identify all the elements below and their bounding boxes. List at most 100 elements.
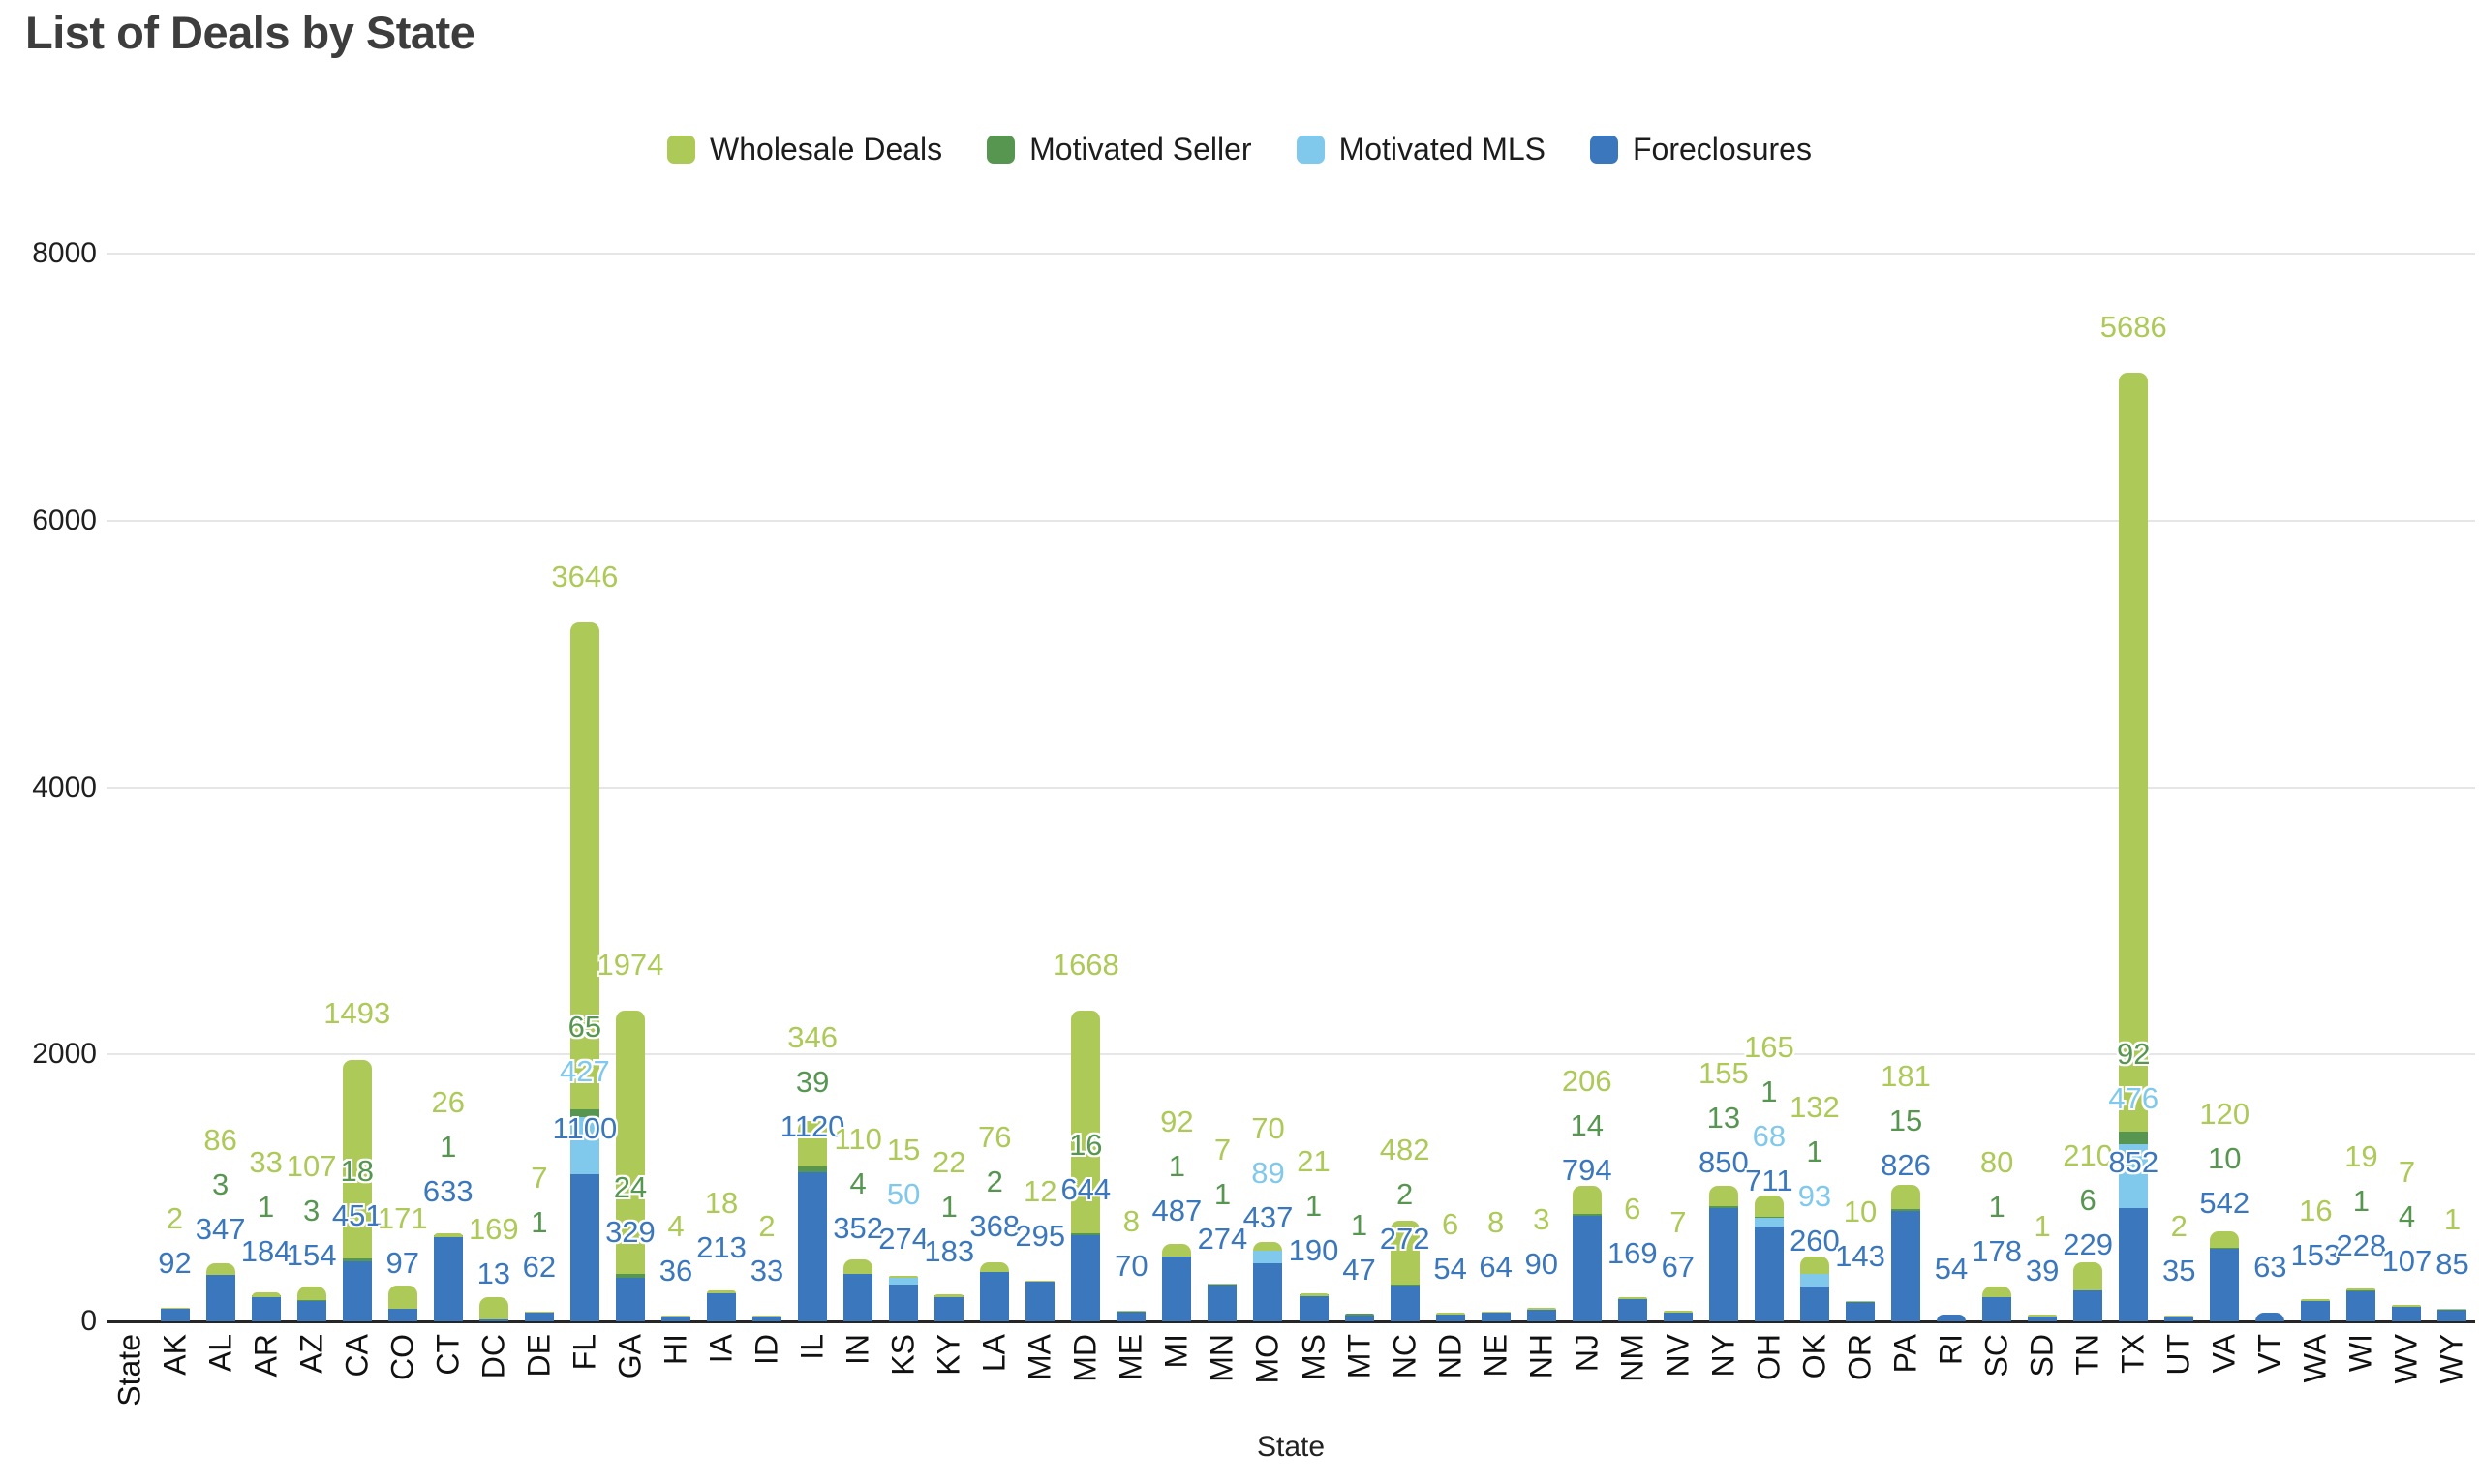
bar-segment-il-foreclosures[interactable]: [798, 1171, 828, 1321]
bar-segment-nv-wholesale-deals[interactable]: [1663, 1311, 1693, 1313]
bar-segment-wa-wholesale-deals[interactable]: [2301, 1298, 2331, 1301]
bar-segment-ny-motivated-seller[interactable]: [1708, 1206, 1738, 1208]
bar-segment-ne-wholesale-deals[interactable]: [1481, 1311, 1511, 1314]
bar-segment-az-foreclosures[interactable]: [296, 1300, 326, 1321]
bar-segment-nd-foreclosures[interactable]: [1435, 1314, 1465, 1321]
bar-segment-ca-wholesale-deals[interactable]: [342, 1059, 372, 1259]
bar-segment-ar-wholesale-deals[interactable]: [251, 1291, 281, 1297]
bar-segment-il-motivated-seller[interactable]: [798, 1166, 828, 1172]
bar-segment-ia-foreclosures[interactable]: [707, 1292, 737, 1321]
bar-segment-ga-motivated-seller[interactable]: [615, 1274, 645, 1278]
bar-segment-mo-foreclosures[interactable]: [1253, 1262, 1283, 1321]
bar-segment-in-foreclosures[interactable]: [843, 1274, 873, 1321]
bar-segment-wa-foreclosures[interactable]: [2301, 1300, 2331, 1321]
bar-segment-wy-foreclosures[interactable]: [2437, 1310, 2467, 1321]
bar-segment-sc-foreclosures[interactable]: [1982, 1297, 2012, 1321]
bar-segment-ny-wholesale-deals[interactable]: [1708, 1185, 1738, 1207]
bar-segment-pa-foreclosures[interactable]: [1891, 1211, 1921, 1321]
bar-segment-mt-foreclosures[interactable]: [1344, 1315, 1374, 1321]
bar-segment-mo-motivated-mls[interactable]: [1253, 1251, 1283, 1263]
bar-segment-ia-wholesale-deals[interactable]: [707, 1290, 737, 1293]
bar-segment-va-motivated-seller[interactable]: [2210, 1247, 2240, 1250]
bar-segment-oh-motivated-mls[interactable]: [1754, 1217, 1784, 1227]
legend-item-motivated-mls[interactable]: Motivated MLS: [1296, 132, 1546, 167]
bar-segment-ct-wholesale-deals[interactable]: [433, 1233, 463, 1237]
bar-segment-tn-wholesale-deals[interactable]: [2073, 1261, 2103, 1290]
bar-segment-nc-foreclosures[interactable]: [1390, 1285, 1420, 1321]
bar-segment-me-foreclosures[interactable]: [1117, 1312, 1147, 1321]
bar-segment-sd-wholesale-deals[interactable]: [2028, 1315, 2058, 1317]
bar-segment-mt-motivated-seller[interactable]: [1344, 1314, 1374, 1316]
bar-segment-tn-foreclosures[interactable]: [2073, 1290, 2103, 1321]
bar-segment-wi-foreclosures[interactable]: [2346, 1290, 2376, 1321]
bar-segment-al-foreclosures[interactable]: [205, 1275, 235, 1321]
bar-segment-nj-foreclosures[interactable]: [1572, 1215, 1602, 1321]
bar-segment-ks-wholesale-deals[interactable]: [889, 1276, 919, 1279]
bar-segment-pa-wholesale-deals[interactable]: [1891, 1185, 1921, 1210]
bar-segment-ks-motivated-mls[interactable]: [889, 1278, 919, 1286]
bar-segment-tn-motivated-seller[interactable]: [2073, 1288, 2103, 1291]
bar-segment-va-wholesale-deals[interactable]: [2210, 1231, 2240, 1248]
bar-segment-ok-wholesale-deals[interactable]: [1799, 1257, 1829, 1275]
bar-segment-ar-foreclosures[interactable]: [251, 1296, 281, 1321]
bar-segment-sd-foreclosures[interactable]: [2028, 1316, 2058, 1321]
bar-segment-oh-foreclosures[interactable]: [1754, 1226, 1784, 1321]
bar-segment-al-wholesale-deals[interactable]: [205, 1262, 235, 1275]
bar-segment-ct-foreclosures[interactable]: [433, 1236, 463, 1321]
bar-segment-hi-wholesale-deals[interactable]: [660, 1315, 690, 1317]
bar-segment-nj-motivated-seller[interactable]: [1572, 1213, 1602, 1216]
bar-segment-ga-foreclosures[interactable]: [615, 1277, 645, 1321]
bar-segment-ok-motivated-mls[interactable]: [1799, 1274, 1829, 1287]
bar-segment-id-foreclosures[interactable]: [752, 1317, 782, 1321]
bar-segment-ny-foreclosures[interactable]: [1708, 1207, 1738, 1321]
bar-segment-me-wholesale-deals[interactable]: [1117, 1310, 1147, 1313]
bar-segment-mn-wholesale-deals[interactable]: [1208, 1283, 1238, 1286]
legend-item-motivated-seller[interactable]: Motivated Seller: [987, 132, 1252, 167]
bar-segment-mn-foreclosures[interactable]: [1208, 1285, 1238, 1321]
bar-segment-oh-wholesale-deals[interactable]: [1754, 1195, 1784, 1218]
bar-segment-fl-motivated-mls[interactable]: [569, 1117, 599, 1175]
bar-segment-or-foreclosures[interactable]: [1845, 1302, 1875, 1321]
bar-segment-ma-foreclosures[interactable]: [1025, 1282, 1056, 1321]
bar-segment-nj-wholesale-deals[interactable]: [1572, 1186, 1602, 1214]
bar-segment-hi-foreclosures[interactable]: [660, 1317, 690, 1321]
bar-segment-de-wholesale-deals[interactable]: [524, 1311, 554, 1314]
bar-segment-wv-foreclosures[interactable]: [2392, 1307, 2422, 1321]
bar-segment-de-foreclosures[interactable]: [524, 1313, 554, 1321]
bar-segment-wv-wholesale-deals[interactable]: [2392, 1305, 2422, 1307]
bar-segment-ak-wholesale-deals[interactable]: [160, 1307, 190, 1310]
bar-segment-ks-foreclosures[interactable]: [889, 1285, 919, 1321]
bar-segment-pa-motivated-seller[interactable]: [1891, 1209, 1921, 1212]
bar-segment-vt-foreclosures[interactable]: [2255, 1313, 2285, 1321]
bar-segment-az-motivated-seller[interactable]: [296, 1299, 326, 1301]
bar-segment-md-foreclosures[interactable]: [1071, 1235, 1101, 1321]
bar-segment-la-foreclosures[interactable]: [980, 1272, 1010, 1321]
bar-segment-ky-foreclosures[interactable]: [934, 1296, 964, 1321]
bar-segment-ms-foreclosures[interactable]: [1299, 1295, 1329, 1321]
bar-segment-nv-foreclosures[interactable]: [1663, 1312, 1693, 1321]
bar-segment-mo-wholesale-deals[interactable]: [1253, 1241, 1283, 1252]
bar-segment-ga-wholesale-deals[interactable]: [615, 1011, 645, 1275]
bar-segment-mi-wholesale-deals[interactable]: [1162, 1244, 1192, 1257]
bar-segment-nd-wholesale-deals[interactable]: [1435, 1313, 1465, 1315]
bar-segment-ms-wholesale-deals[interactable]: [1299, 1292, 1329, 1296]
bar-segment-md-motivated-seller[interactable]: [1071, 1233, 1101, 1236]
bar-segment-id-wholesale-deals[interactable]: [752, 1315, 782, 1317]
bar-segment-tx-motivated-seller[interactable]: [2119, 1132, 2149, 1144]
bar-segment-ma-wholesale-deals[interactable]: [1025, 1280, 1056, 1283]
bar-segment-tx-foreclosures[interactable]: [2119, 1207, 2149, 1321]
bar-segment-az-wholesale-deals[interactable]: [296, 1286, 326, 1301]
bar-segment-ak-foreclosures[interactable]: [160, 1309, 190, 1321]
bar-segment-md-wholesale-deals[interactable]: [1071, 1011, 1101, 1234]
bar-segment-sc-wholesale-deals[interactable]: [1982, 1287, 2012, 1298]
bar-segment-co-foreclosures[interactable]: [387, 1308, 417, 1321]
bar-segment-ut-wholesale-deals[interactable]: [2164, 1315, 2194, 1317]
bar-segment-tx-wholesale-deals[interactable]: [2119, 373, 2149, 1133]
bar-segment-nc-wholesale-deals[interactable]: [1390, 1220, 1420, 1286]
bar-segment-fl-wholesale-deals[interactable]: [569, 621, 599, 1109]
bar-segment-nh-foreclosures[interactable]: [1526, 1309, 1556, 1321]
bar-segment-ut-foreclosures[interactable]: [2164, 1317, 2194, 1321]
bar-segment-ca-foreclosures[interactable]: [342, 1260, 372, 1321]
bar-segment-la-wholesale-deals[interactable]: [980, 1261, 1010, 1272]
bar-segment-co-wholesale-deals[interactable]: [387, 1286, 417, 1309]
